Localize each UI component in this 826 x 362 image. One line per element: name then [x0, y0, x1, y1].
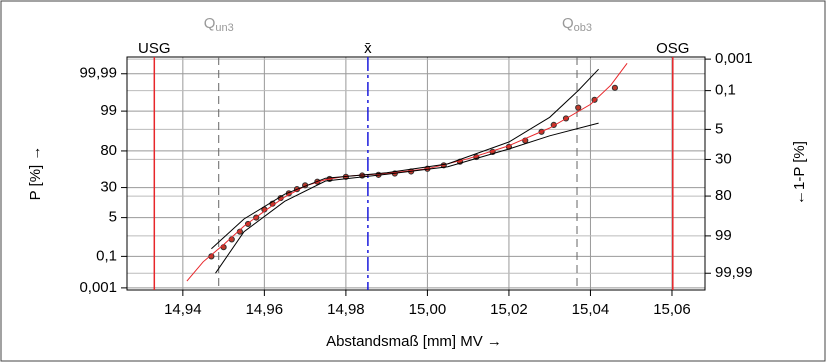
- y2-tick-label: 99,99: [715, 264, 753, 281]
- x-tick-label: 14,94: [164, 301, 202, 318]
- confidence-line: [215, 122, 599, 274]
- quantile-label-main: Q: [204, 15, 216, 32]
- x-tick-label: 15,06: [653, 301, 691, 318]
- x-tick-label: 15,00: [409, 301, 447, 318]
- y2-tick-label: 5: [715, 120, 723, 137]
- data-point: [611, 84, 619, 91]
- y2-tick-label: 99: [715, 227, 732, 244]
- y-tick-label: 0,001: [79, 279, 117, 296]
- quantile-label-sub: ob3: [574, 22, 592, 34]
- reference-label: USG: [138, 40, 171, 57]
- quantile-label-main: Q: [562, 15, 574, 32]
- y-tick-label: 80: [100, 142, 117, 159]
- confidence-line: [211, 68, 599, 250]
- data-point: [591, 96, 598, 103]
- x-axis-label: Abstandsmaß [mm] MV →: [326, 333, 502, 350]
- y-tick-label: 99: [100, 102, 117, 119]
- y-tick-label: 5: [109, 209, 117, 226]
- data-point: [220, 244, 227, 251]
- y2-tick-label: 0,001: [715, 50, 753, 67]
- y2-tick-label: 80: [715, 187, 732, 204]
- x-tick-label: 14,98: [327, 301, 365, 318]
- y-axis-label: P [%] →: [27, 146, 44, 201]
- x-tick-label: 14,96: [246, 301, 284, 318]
- y2-tick-label: 30: [715, 150, 732, 167]
- y2-axis-label: ←1-P [%]: [791, 141, 808, 205]
- reference-label: OSG: [656, 40, 689, 57]
- data-point: [575, 104, 582, 111]
- x-tick-label: 15,02: [490, 301, 528, 318]
- x-tick-label: 15,04: [572, 301, 610, 318]
- y-tick-label: 30: [100, 179, 117, 196]
- quantile-label: Qob3: [562, 15, 592, 34]
- y-tick-label: 0,1: [96, 247, 117, 264]
- y-tick-label: 99,99: [79, 65, 117, 82]
- plot-frame: [126, 56, 706, 291]
- quantile-label: Qun3: [204, 15, 234, 34]
- y2-tick-label: 0,1: [715, 82, 736, 99]
- quantile-label-sub: un3: [215, 22, 233, 34]
- data-point: [208, 253, 215, 260]
- reference-label: x̄: [364, 40, 372, 57]
